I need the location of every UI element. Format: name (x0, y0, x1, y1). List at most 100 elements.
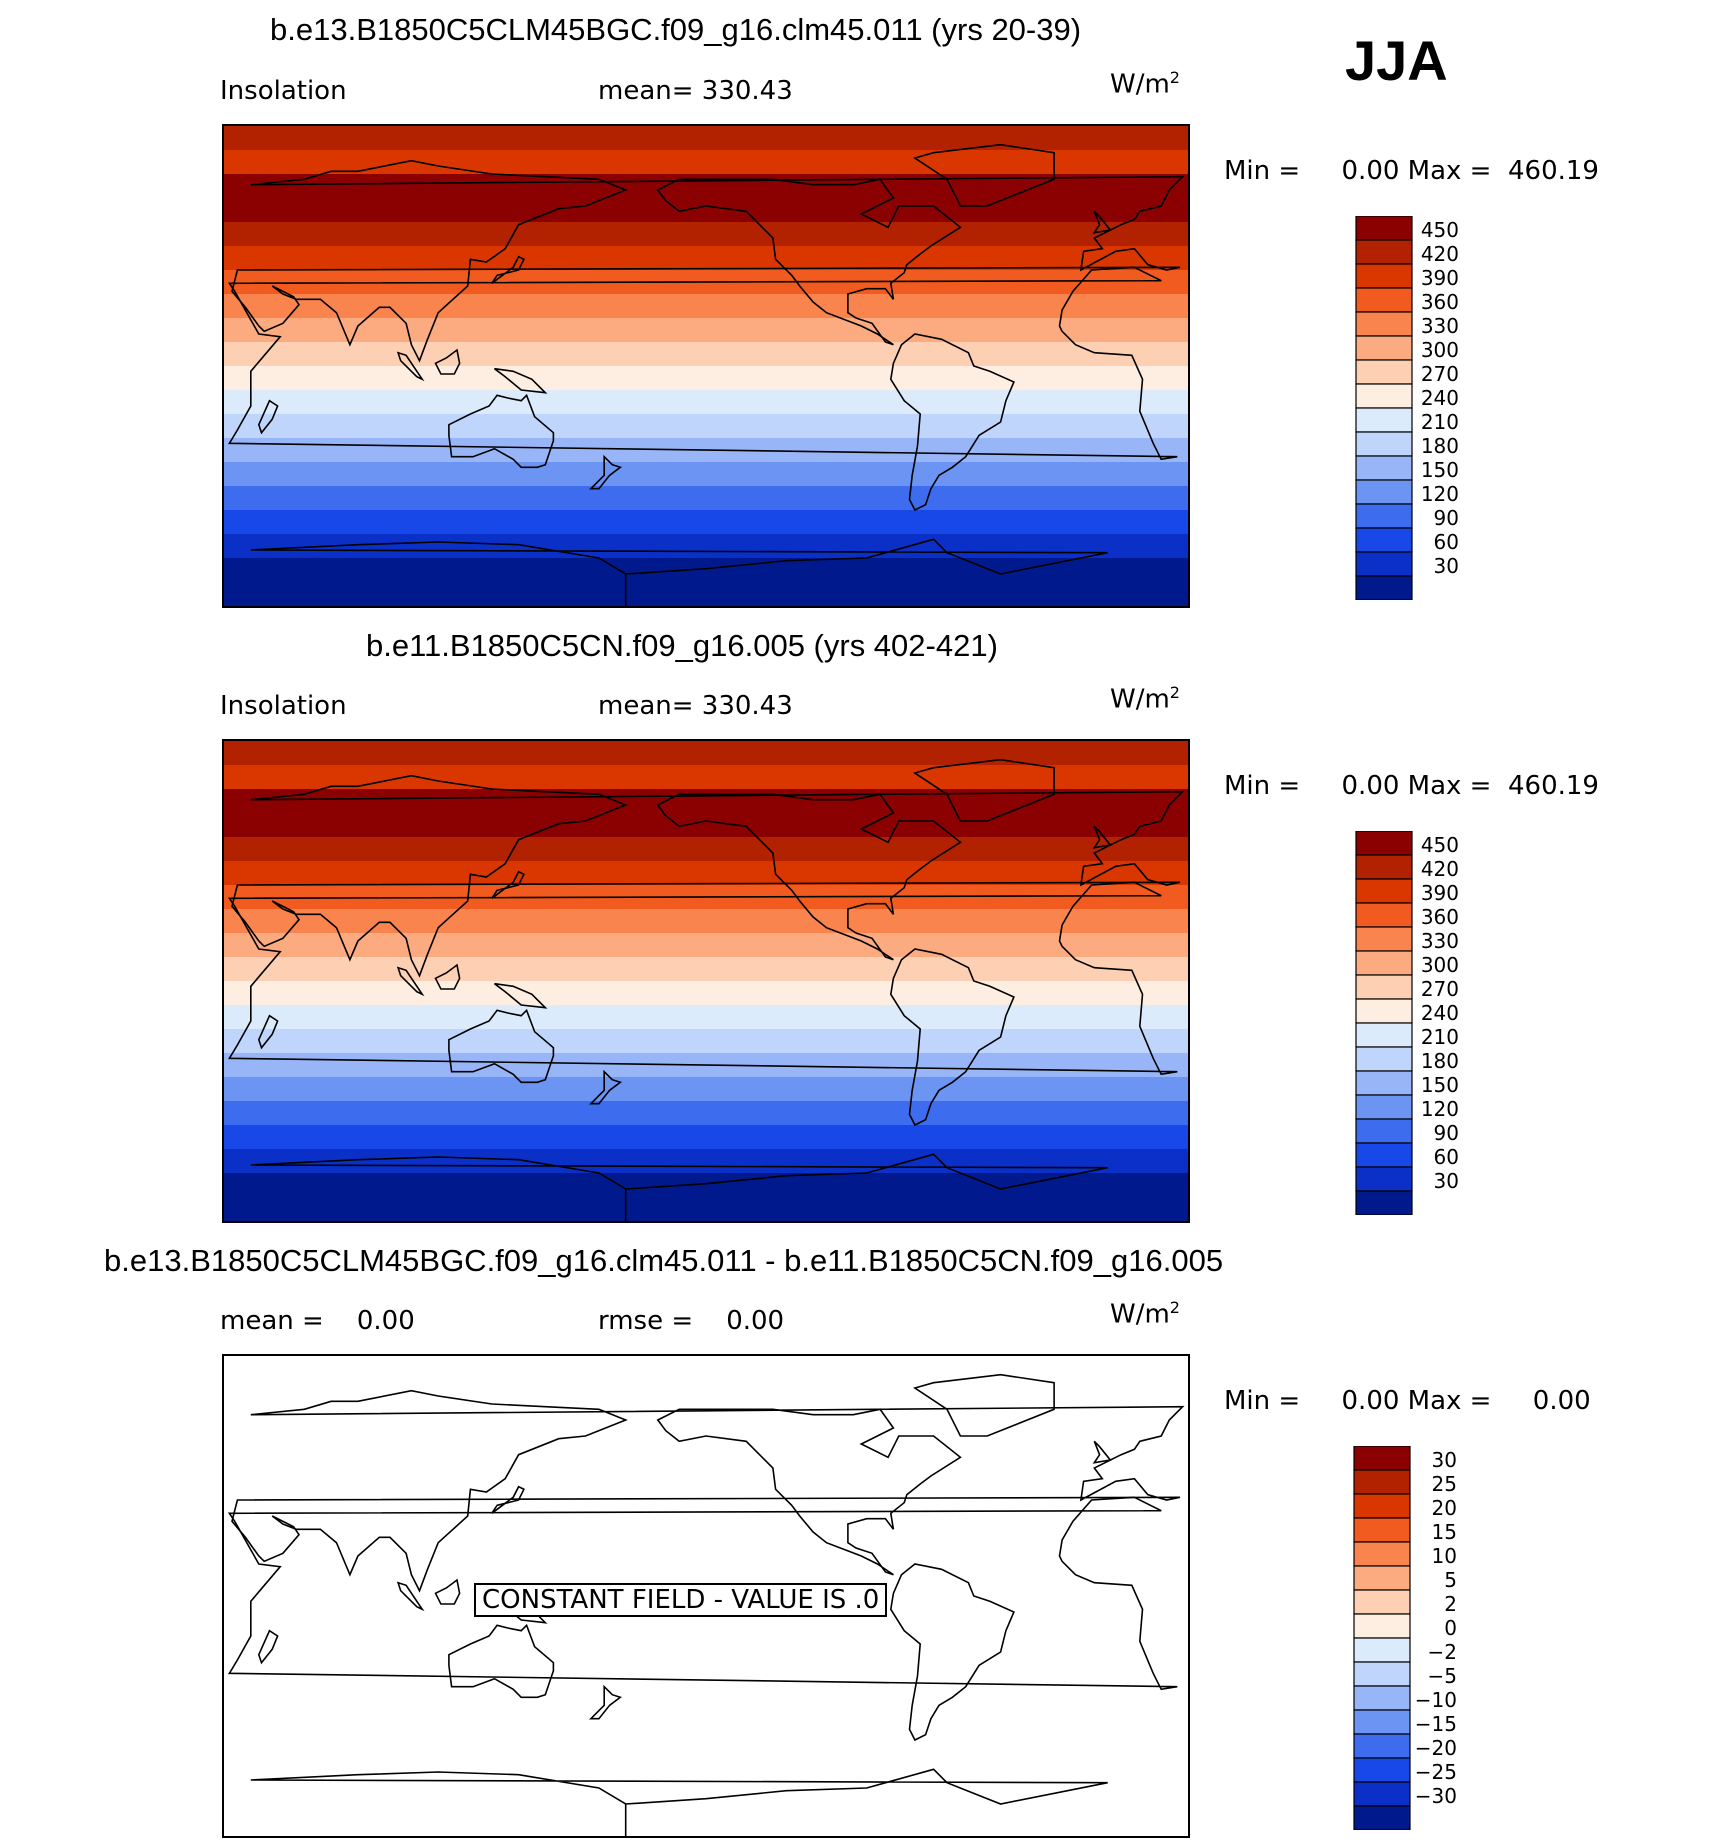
coastline (491, 255, 525, 284)
coastline (396, 966, 425, 997)
colorbar-tick-label: 150 (1421, 458, 1459, 482)
coastline (434, 348, 461, 375)
colorbar-tick-label: 390 (1421, 266, 1459, 290)
insolation-band (224, 957, 1188, 982)
colorbar-tick-label: 450 (1421, 833, 1459, 857)
insolation-band (224, 126, 1188, 151)
panel-3-minmax: Min = 0.00 Max = 0.00 (1224, 1386, 1591, 1416)
coastline (491, 870, 525, 899)
insolation-band (224, 318, 1188, 343)
insolation-band (224, 1029, 1188, 1054)
insolation-band (224, 837, 1188, 862)
colorbar-swatch (1355, 383, 1413, 409)
colorbar-tick-label: 60 (1434, 1145, 1459, 1169)
colorbar-swatch (1355, 1094, 1413, 1120)
colorbar-tick-label: −2 (1428, 1640, 1457, 1664)
colorbar-swatch (1353, 1517, 1411, 1543)
colorbar-swatch (1355, 431, 1413, 457)
coastlines (227, 758, 1185, 1221)
colorbar-swatch (1355, 311, 1413, 337)
colorbar-swatch (1353, 1493, 1411, 1519)
coastline (656, 1408, 962, 1576)
colorbar-tick-label: 30 (1434, 1169, 1459, 1193)
colorbar-tick-label: 360 (1421, 290, 1459, 314)
panel-2-map (222, 739, 1190, 1223)
insolation-band (224, 933, 1188, 958)
coastlines (227, 143, 1185, 606)
panel-3-rmse-label: rmse = 0.00 (598, 1306, 785, 1336)
insolation-band (224, 390, 1188, 415)
colorbar-swatch (1353, 1637, 1411, 1663)
panel-1-map (222, 124, 1190, 608)
colorbar-tick-label: 60 (1434, 530, 1459, 554)
insolation-band (224, 765, 1188, 790)
panel-2-title: b.e11.B1850C5CN.f09_g16.005 (yrs 402-421… (366, 628, 998, 663)
coastline (257, 1014, 279, 1050)
colorbar-tick-label: 360 (1421, 905, 1459, 929)
colorbar-swatch (1355, 1142, 1413, 1168)
insolation-band (224, 222, 1188, 247)
insolation-band (224, 861, 1188, 886)
coastline (913, 758, 1055, 822)
colorbar-swatch (1353, 1613, 1411, 1639)
colorbar-tick-label: 20 (1432, 1496, 1457, 1520)
insolation-band (224, 1125, 1188, 1150)
colorbar-tick-label: 10 (1432, 1544, 1457, 1568)
colorbar-swatch (1355, 503, 1413, 529)
panel-3-colorbar: 30 25 20 15 10 5 2 0 −2 −5 −10 −15 −20 −25 −30 (1353, 1446, 1483, 1830)
coastline (588, 454, 623, 490)
colorbar-swatch (1353, 1541, 1411, 1567)
insolation-band (224, 1197, 1188, 1221)
panel-2-mean-label: mean= 330.43 (598, 691, 793, 721)
coastline (889, 948, 1015, 1127)
colorbar-tick-label: 30 (1434, 554, 1459, 578)
colorbar-swatch (1353, 1661, 1411, 1687)
coastline (434, 1578, 461, 1605)
insolation-band (224, 741, 1188, 766)
panel-1-left-label: Insolation (220, 76, 347, 106)
insolation-band (224, 462, 1188, 487)
colorbar-tick-label: −30 (1415, 1784, 1457, 1808)
insolation-band (224, 150, 1188, 175)
colorbar-swatch (1355, 527, 1413, 553)
colorbar-tick-label: 300 (1421, 338, 1459, 362)
colorbar-swatch (1355, 455, 1413, 481)
colorbar-tick-label: 420 (1421, 857, 1459, 881)
insolation-band (224, 1173, 1188, 1198)
colorbar-tick-label: 270 (1421, 977, 1459, 1001)
insolation-band (224, 198, 1188, 223)
coastline (257, 399, 279, 435)
colorbar-tick-label: 330 (1421, 314, 1459, 338)
coastline (448, 1008, 555, 1084)
colorbar-tick-label: −5 (1428, 1664, 1457, 1688)
colorbar-swatch (1353, 1446, 1411, 1471)
colorbar-tick-label: 90 (1434, 1121, 1459, 1145)
coastline (250, 1768, 1108, 1836)
colorbar-swatch (1353, 1685, 1411, 1711)
insolation-band (224, 582, 1188, 606)
panel-3-title: b.e13.B1850C5CLM45BGC.f09_g16.clm45.011 … (104, 1243, 1224, 1278)
insolation-band (224, 486, 1188, 511)
panel-3-mean-label: mean = 0.00 (220, 1306, 415, 1336)
colorbar-tick-label: 300 (1421, 953, 1459, 977)
coastline (396, 1581, 425, 1612)
colorbar-tick-label: 180 (1421, 434, 1459, 458)
colorbar-tick-label: −25 (1415, 1760, 1457, 1784)
coastline (494, 982, 548, 1009)
colorbar-tick-label: 420 (1421, 242, 1459, 266)
colorbar-swatch (1355, 974, 1413, 1000)
colorbar-tick-label: 30 (1432, 1448, 1457, 1472)
colorbar-swatch (1355, 287, 1413, 313)
colorbar-swatch (1355, 239, 1413, 265)
colorbar-tick-label: 240 (1421, 1001, 1459, 1025)
colorbar-tick-label: 150 (1421, 1073, 1459, 1097)
coastline (656, 178, 962, 346)
colorbar-swatch (1355, 1070, 1413, 1096)
coastline (231, 159, 1185, 363)
panel-3-map: CONSTANT FIELD - VALUE IS .0 (222, 1354, 1190, 1838)
coastline (656, 793, 962, 961)
coastline (434, 963, 461, 990)
panel-1-colorbar: 450 420 390 360 330 300 270 240 210 180 150 120 90 60… (1355, 216, 1485, 600)
insolation-band (224, 1101, 1188, 1126)
panel-2-minmax: Min = 0.00 Max = 460.19 (1224, 771, 1599, 801)
